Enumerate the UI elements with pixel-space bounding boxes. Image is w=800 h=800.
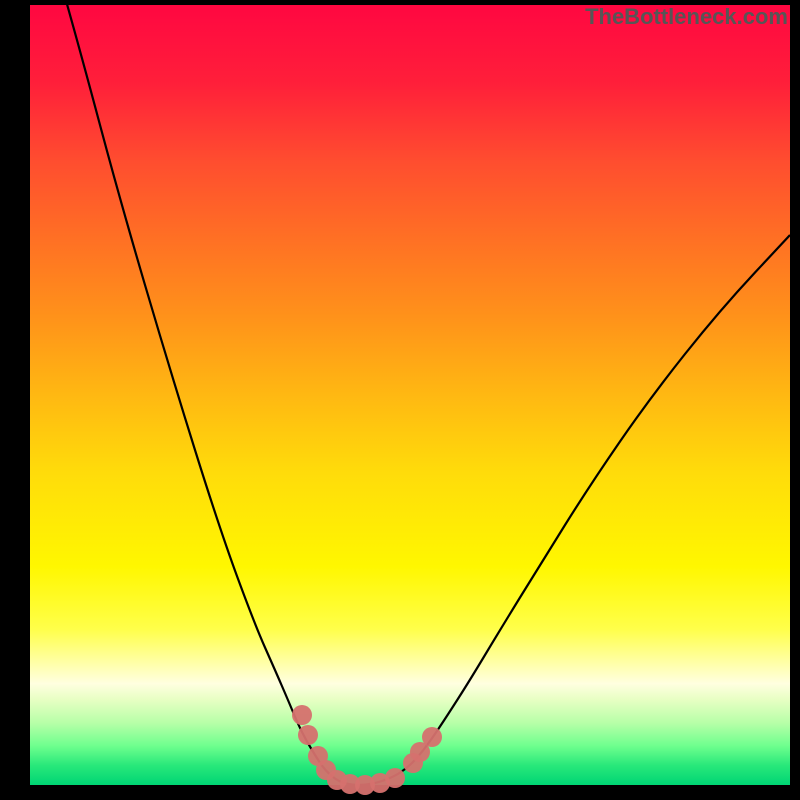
data-marker	[292, 705, 312, 725]
data-marker	[298, 725, 318, 745]
data-marker	[422, 727, 442, 747]
data-marker	[385, 768, 405, 788]
bottleneck-curve	[63, 0, 790, 785]
chart-svg	[0, 0, 800, 800]
